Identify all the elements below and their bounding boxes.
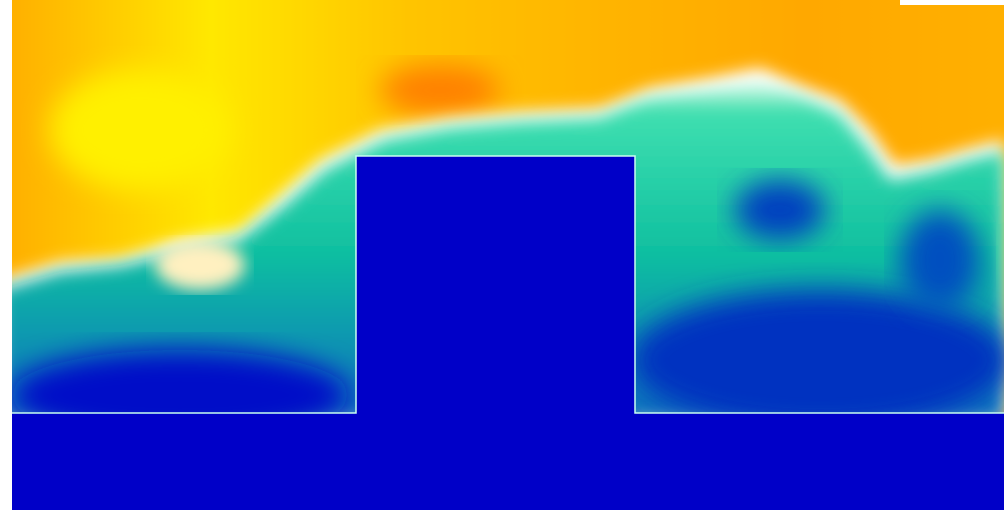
cold-region: [735, 180, 825, 240]
corner-gap: [900, 0, 1004, 5]
flow-visualization: [0, 0, 1004, 513]
hot-spot: [380, 65, 500, 115]
floor: [12, 413, 1004, 510]
cold-region: [630, 290, 1004, 430]
pocket: [155, 240, 245, 290]
cold-region: [900, 210, 980, 310]
hot-spot: [50, 70, 230, 190]
page: (() => { const data = JSON.parse(documen…: [0, 0, 1004, 513]
obstacle: [356, 156, 635, 413]
